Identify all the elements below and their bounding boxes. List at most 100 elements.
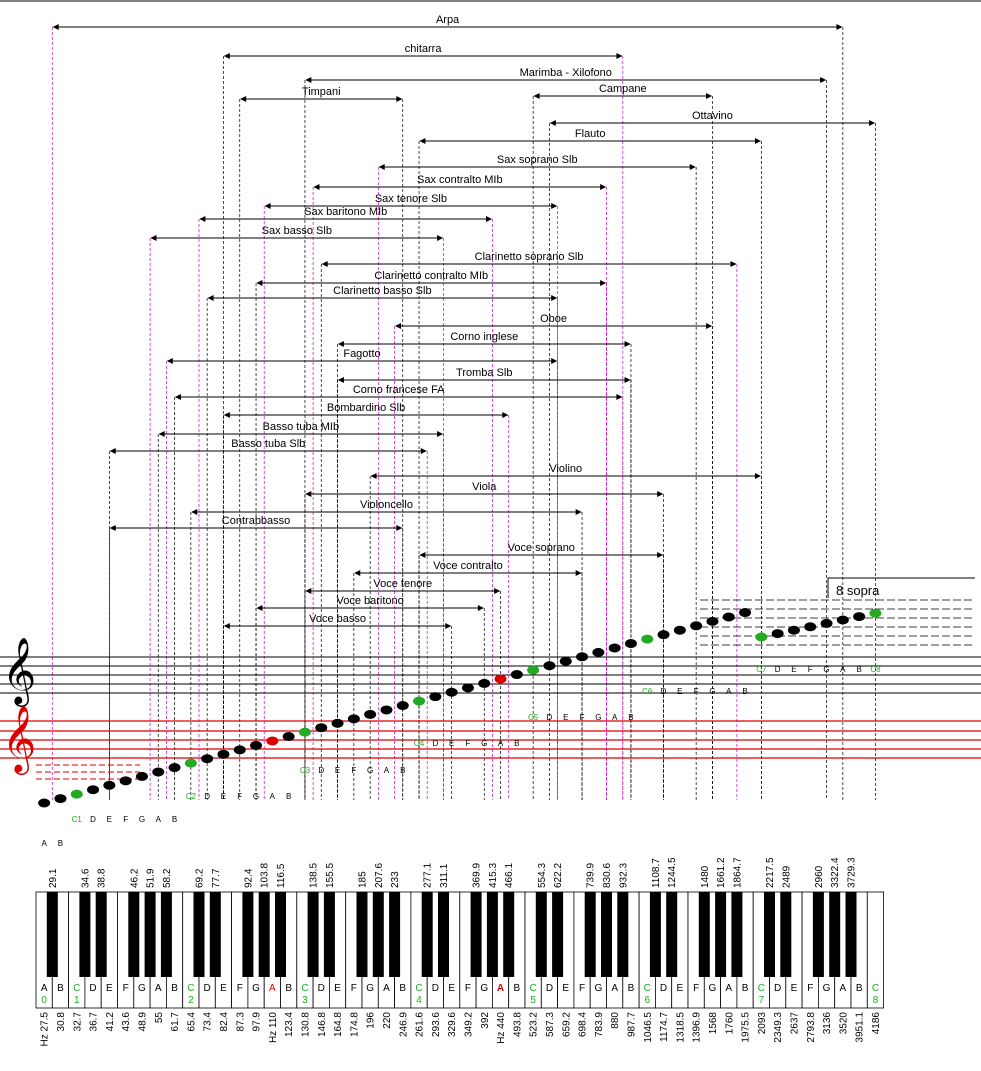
white-key-note: F: [579, 983, 585, 994]
note-head: [527, 665, 540, 675]
white-key-note: A: [41, 983, 48, 994]
black-key: [649, 892, 661, 977]
white-key-hz: 587.3: [545, 1012, 556, 1037]
black-key-hz: 622.2: [553, 863, 564, 888]
white-key-hz: 392: [480, 1012, 491, 1029]
octave-note-label: B: [172, 815, 177, 824]
black-key: [552, 892, 564, 977]
note-head: [282, 732, 295, 742]
black-key-hz: 1108.7: [651, 858, 662, 888]
white-key-note: G: [366, 983, 374, 994]
white-key-hz: 261.6: [415, 1012, 426, 1037]
black-key-hz: 233: [390, 871, 401, 888]
white-key: [866, 891, 884, 1009]
white-key-note: G: [823, 983, 831, 994]
black-key-hz: 38.8: [97, 868, 108, 888]
white-key-hz: 783.9: [594, 1012, 605, 1037]
range-label: Viola: [472, 481, 497, 493]
range-label: Voce soprano: [508, 542, 575, 554]
black-key-hz: 207.6: [374, 863, 385, 888]
white-key-octave: 0: [41, 995, 47, 1006]
note-head: [315, 723, 328, 733]
piano-keyboard: A0B C1D E F G A B C2D E F G A B C3D E F G A B C4D E F G A B C5D E F…: [35, 891, 884, 1009]
octave-note-label: E: [335, 766, 340, 775]
white-key-hz: 196: [366, 1012, 377, 1029]
octave-note-label: A: [612, 713, 618, 722]
octave-note-label: F: [351, 766, 356, 775]
white-key-hz: 3136: [822, 1012, 833, 1035]
octave-note-label: A: [384, 766, 390, 775]
white-key-note: E: [106, 983, 113, 994]
white-key-note: F: [351, 983, 357, 994]
black-key: [307, 892, 319, 977]
note-head: [184, 758, 197, 768]
black-key: [193, 892, 205, 977]
black-key-hz: 58.2: [162, 868, 173, 888]
black-key: [829, 892, 841, 977]
black-key-hz: 369.9: [472, 863, 483, 888]
white-key-note: E: [334, 983, 341, 994]
ottava-bracket: [827, 577, 975, 598]
black-key-hz: 1864.7: [732, 857, 743, 888]
note-head: [217, 749, 230, 759]
white-key-note: D: [204, 983, 211, 994]
note-head: [380, 705, 393, 715]
white-key-hz: 698.4: [578, 1012, 589, 1037]
note-head: [298, 727, 311, 737]
range-label: Flauto: [575, 128, 606, 140]
note-head: [755, 632, 768, 642]
octave-note-label: B: [400, 766, 405, 775]
white-key-note: F: [693, 983, 699, 994]
white-key-hz: 659.2: [561, 1012, 572, 1037]
white-key-octave: 3: [302, 995, 308, 1006]
black-key: [275, 892, 286, 977]
octave-note-label: E: [107, 815, 112, 824]
black-key-hz: 1480: [700, 865, 711, 888]
white-key-note: D: [546, 983, 553, 994]
white-key-note: F: [465, 983, 471, 994]
note-head: [54, 794, 67, 804]
white-key-hz: 65.4: [186, 1012, 197, 1032]
octave-note-label: G: [595, 713, 601, 722]
black-key-hz: 77.7: [211, 868, 222, 888]
note-head: [673, 625, 686, 635]
note-head: [478, 678, 491, 688]
octave-note-label: B: [856, 665, 861, 674]
octave-note-label: G: [481, 739, 487, 748]
white-key-hz: 61.7: [170, 1012, 181, 1032]
white-key-octave: 1: [74, 995, 80, 1006]
note-head: [103, 780, 116, 790]
range-label: Corno francese FA: [353, 384, 445, 396]
octave-note-label: A: [840, 665, 846, 674]
white-key-note: G: [709, 983, 717, 994]
black-key: [144, 892, 156, 977]
white-key-note: C: [415, 983, 422, 994]
black-key: [503, 892, 515, 977]
white-key-octave: 4: [416, 995, 422, 1006]
white-key-hz: 123.4: [284, 1012, 295, 1037]
note-heads: [38, 608, 882, 808]
white-key-octave: 5: [530, 995, 536, 1006]
white-key-hz: 2793.8: [806, 1012, 817, 1043]
black-key: [356, 892, 368, 977]
black-key-hz: 277.1: [423, 863, 434, 888]
white-key-hz: 87.3: [235, 1012, 246, 1032]
note-head: [119, 776, 132, 786]
black-key: [715, 892, 727, 977]
octave-note-label: B: [628, 713, 633, 722]
octave-note-label: G: [139, 815, 145, 824]
black-key-hz: 739.9: [586, 863, 597, 888]
white-key-note: A: [383, 983, 390, 994]
white-key-note: D: [318, 983, 325, 994]
octave-note-label: E: [677, 687, 682, 696]
white-key-hz: 130.8: [300, 1012, 311, 1037]
staff: 𝄞𝄞 8 sopra: [0, 577, 981, 780]
white-key-octave: 6: [644, 995, 650, 1006]
white-key-octave: 2: [188, 995, 194, 1006]
ottava-label: 8 sopra: [836, 583, 880, 598]
range-label: chitarra: [405, 43, 443, 55]
note-head: [706, 616, 719, 626]
white-key-hz: 4186: [871, 1012, 882, 1035]
note-head: [624, 639, 637, 649]
